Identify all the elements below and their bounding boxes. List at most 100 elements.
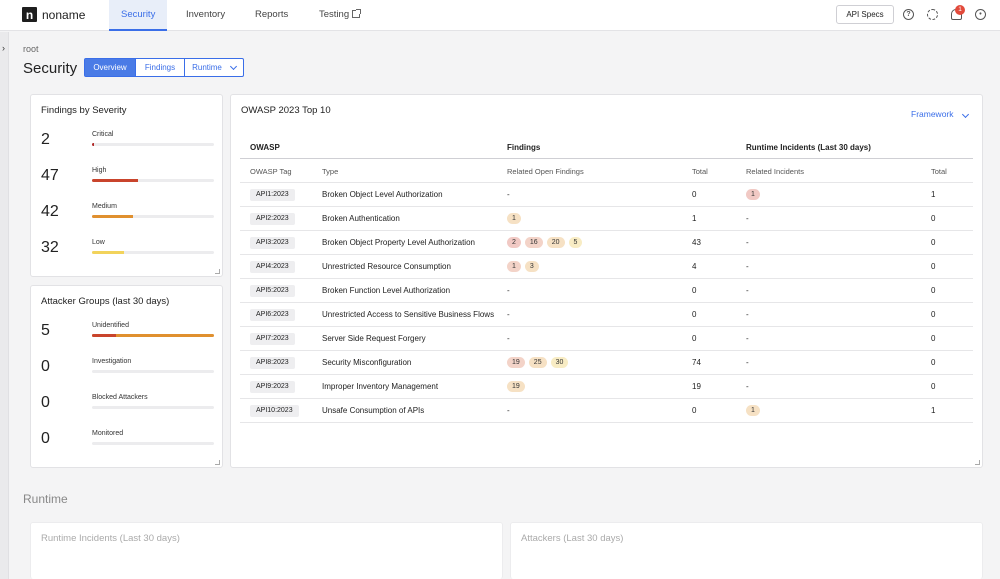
group-header-findings: Findings: [507, 143, 541, 152]
severity-count: 42: [41, 203, 59, 220]
owasp-type: Unrestricted Resource Consumption: [322, 262, 451, 271]
finding-pill-medium[interactable]: 1: [507, 213, 521, 224]
severity-row-critical[interactable]: 2 Critical: [41, 131, 216, 161]
owasp-type: Improper Inventory Management: [322, 382, 439, 391]
finding-pill-medium[interactable]: 3: [524, 261, 539, 272]
external-link-icon: [352, 9, 362, 18]
incident-pill-critical[interactable]: 1: [746, 189, 760, 200]
resize-handle[interactable]: [215, 460, 220, 465]
row-divider: [240, 350, 973, 351]
api-specs-button[interactable]: API Specs: [836, 5, 894, 24]
finding-pill-low[interactable]: 5: [568, 237, 583, 248]
finding-pill-medium[interactable]: 25: [528, 357, 547, 368]
attacker-row-monitored[interactable]: 0 Monitored: [41, 430, 216, 460]
column-header-related-incidents[interactable]: Related Incidents: [746, 167, 804, 176]
severity-row-low[interactable]: 32 Low: [41, 239, 216, 269]
owasp-type: Broken Authentication: [322, 214, 400, 223]
row-divider: [240, 326, 973, 327]
column-header-type[interactable]: Type: [322, 167, 339, 176]
table-row[interactable]: API10:2023 Unsafe Consumption of APIs - 0 1 1: [240, 399, 973, 423]
owasp-type: Unsafe Consumption of APIs: [322, 406, 425, 415]
column-header-tag[interactable]: OWASP Tag: [250, 167, 292, 176]
finding-pill-medium[interactable]: 19: [507, 381, 525, 392]
nav-security[interactable]: Security: [109, 0, 168, 31]
attacker-count: 0: [41, 394, 50, 411]
incidents-empty: -: [746, 238, 749, 247]
attacker-bar-fill-red: [92, 334, 117, 337]
findings-total: 0: [692, 190, 697, 199]
nav-reports[interactable]: Reports: [255, 9, 289, 20]
logo-mark: n: [22, 7, 37, 22]
chevron-down-icon: [229, 62, 237, 70]
severity-bar: [92, 251, 214, 254]
framework-dropdown[interactable]: Framework: [911, 109, 969, 119]
severity-label: Medium: [92, 203, 117, 210]
finding-pill-low[interactable]: 30: [550, 357, 569, 368]
breadcrumb[interactable]: root: [23, 44, 39, 54]
table-row[interactable]: API2:2023 Broken Authentication 1 1 - 0: [240, 207, 973, 231]
incidents-total: 0: [931, 286, 936, 295]
owasp-tag: API3:2023: [250, 237, 295, 249]
incident-pill-medium[interactable]: 1: [746, 405, 760, 416]
tab-findings[interactable]: Findings: [136, 59, 185, 76]
attacker-groups-card: Attacker Groups (last 30 days) 5 Unident…: [30, 285, 223, 468]
findings-total: 1: [692, 214, 697, 223]
tab-overview[interactable]: Overview: [85, 59, 136, 76]
table-row[interactable]: API6:2023 Unrestricted Access to Sensitiv…: [240, 303, 973, 327]
column-header-total-incidents[interactable]: Total: [931, 167, 947, 176]
nav-inventory[interactable]: Inventory: [186, 9, 226, 20]
resize-handle[interactable]: [215, 269, 220, 274]
resize-handle[interactable]: [975, 460, 980, 465]
attacker-label: Investigation: [92, 358, 132, 365]
table-row[interactable]: API9:2023 Improper Inventory Management 19…: [240, 375, 973, 399]
severity-count: 32: [41, 239, 59, 256]
attacker-row-blocked[interactable]: 0 Blocked Attackers: [41, 394, 216, 424]
finding-pill-high[interactable]: 19: [507, 357, 525, 368]
column-header-related-findings[interactable]: Related Open Findings: [507, 167, 584, 176]
incidents-total: 0: [931, 358, 936, 367]
divider: [240, 158, 973, 159]
table-row[interactable]: API4:2023 Unrestricted Resource Consumpti…: [240, 255, 973, 279]
help-icon[interactable]: ?: [903, 9, 914, 20]
row-divider: [240, 422, 973, 423]
incidents-total: 0: [931, 310, 936, 319]
brand-logo[interactable]: n noname: [22, 7, 85, 22]
card-title: OWASP 2023 Top 10: [241, 105, 331, 116]
expand-sidebar-icon[interactable]: ›: [2, 43, 5, 53]
attacker-bar: [92, 442, 214, 445]
column-header-total[interactable]: Total: [692, 167, 708, 176]
finding-pill-critical[interactable]: 2: [507, 237, 521, 248]
table-row[interactable]: API7:2023 Server Side Request Forgery - 0 - 0: [240, 327, 973, 351]
severity-count: 47: [41, 167, 59, 184]
findings-empty: -: [507, 190, 510, 199]
attacker-row-unidentified[interactable]: 5 Unidentified: [41, 322, 216, 352]
finding-pills: 1: [507, 213, 521, 224]
findings-by-severity-card: Findings by Severity 2 Critical 47 High …: [30, 94, 223, 277]
table-row[interactable]: API3:2023 Broken Object Property Level Au…: [240, 231, 973, 255]
severity-row-high[interactable]: 47 High: [41, 167, 216, 197]
nav-testing[interactable]: Testing: [319, 0, 362, 31]
finding-pills: 2 16 20 5: [507, 237, 583, 248]
tab-runtime[interactable]: Runtime: [185, 59, 243, 76]
severity-count: 2: [41, 131, 50, 148]
gear-icon[interactable]: [927, 9, 938, 20]
attacker-row-investigation[interactable]: 0 Investigation: [41, 358, 216, 388]
table-row[interactable]: API8:2023 Security Misconfiguration 19 25 30…: [240, 351, 973, 375]
incidents-empty: -: [746, 334, 749, 343]
table-row[interactable]: API5:2023 Broken Function Level Authoriza…: [240, 279, 973, 303]
attacker-bar: [92, 406, 214, 409]
severity-row-medium[interactable]: 42 Medium: [41, 203, 216, 233]
table-row[interactable]: API1:2023 Broken Object Level Authorizati…: [240, 183, 973, 207]
row-divider: [240, 302, 973, 303]
incident-pills: 1: [746, 405, 760, 416]
owasp-type: Security Misconfiguration: [322, 358, 412, 367]
incidents-empty: -: [746, 358, 749, 367]
attacker-count: 5: [41, 322, 50, 339]
finding-pill-medium[interactable]: 20: [546, 237, 565, 248]
user-avatar-icon[interactable]: •: [975, 9, 986, 20]
finding-pill-high[interactable]: 1: [507, 261, 521, 272]
runtime-incidents-card: Runtime Incidents (Last 30 days): [30, 522, 503, 579]
finding-pill-high[interactable]: 16: [524, 237, 543, 248]
findings-empty: -: [507, 334, 510, 343]
